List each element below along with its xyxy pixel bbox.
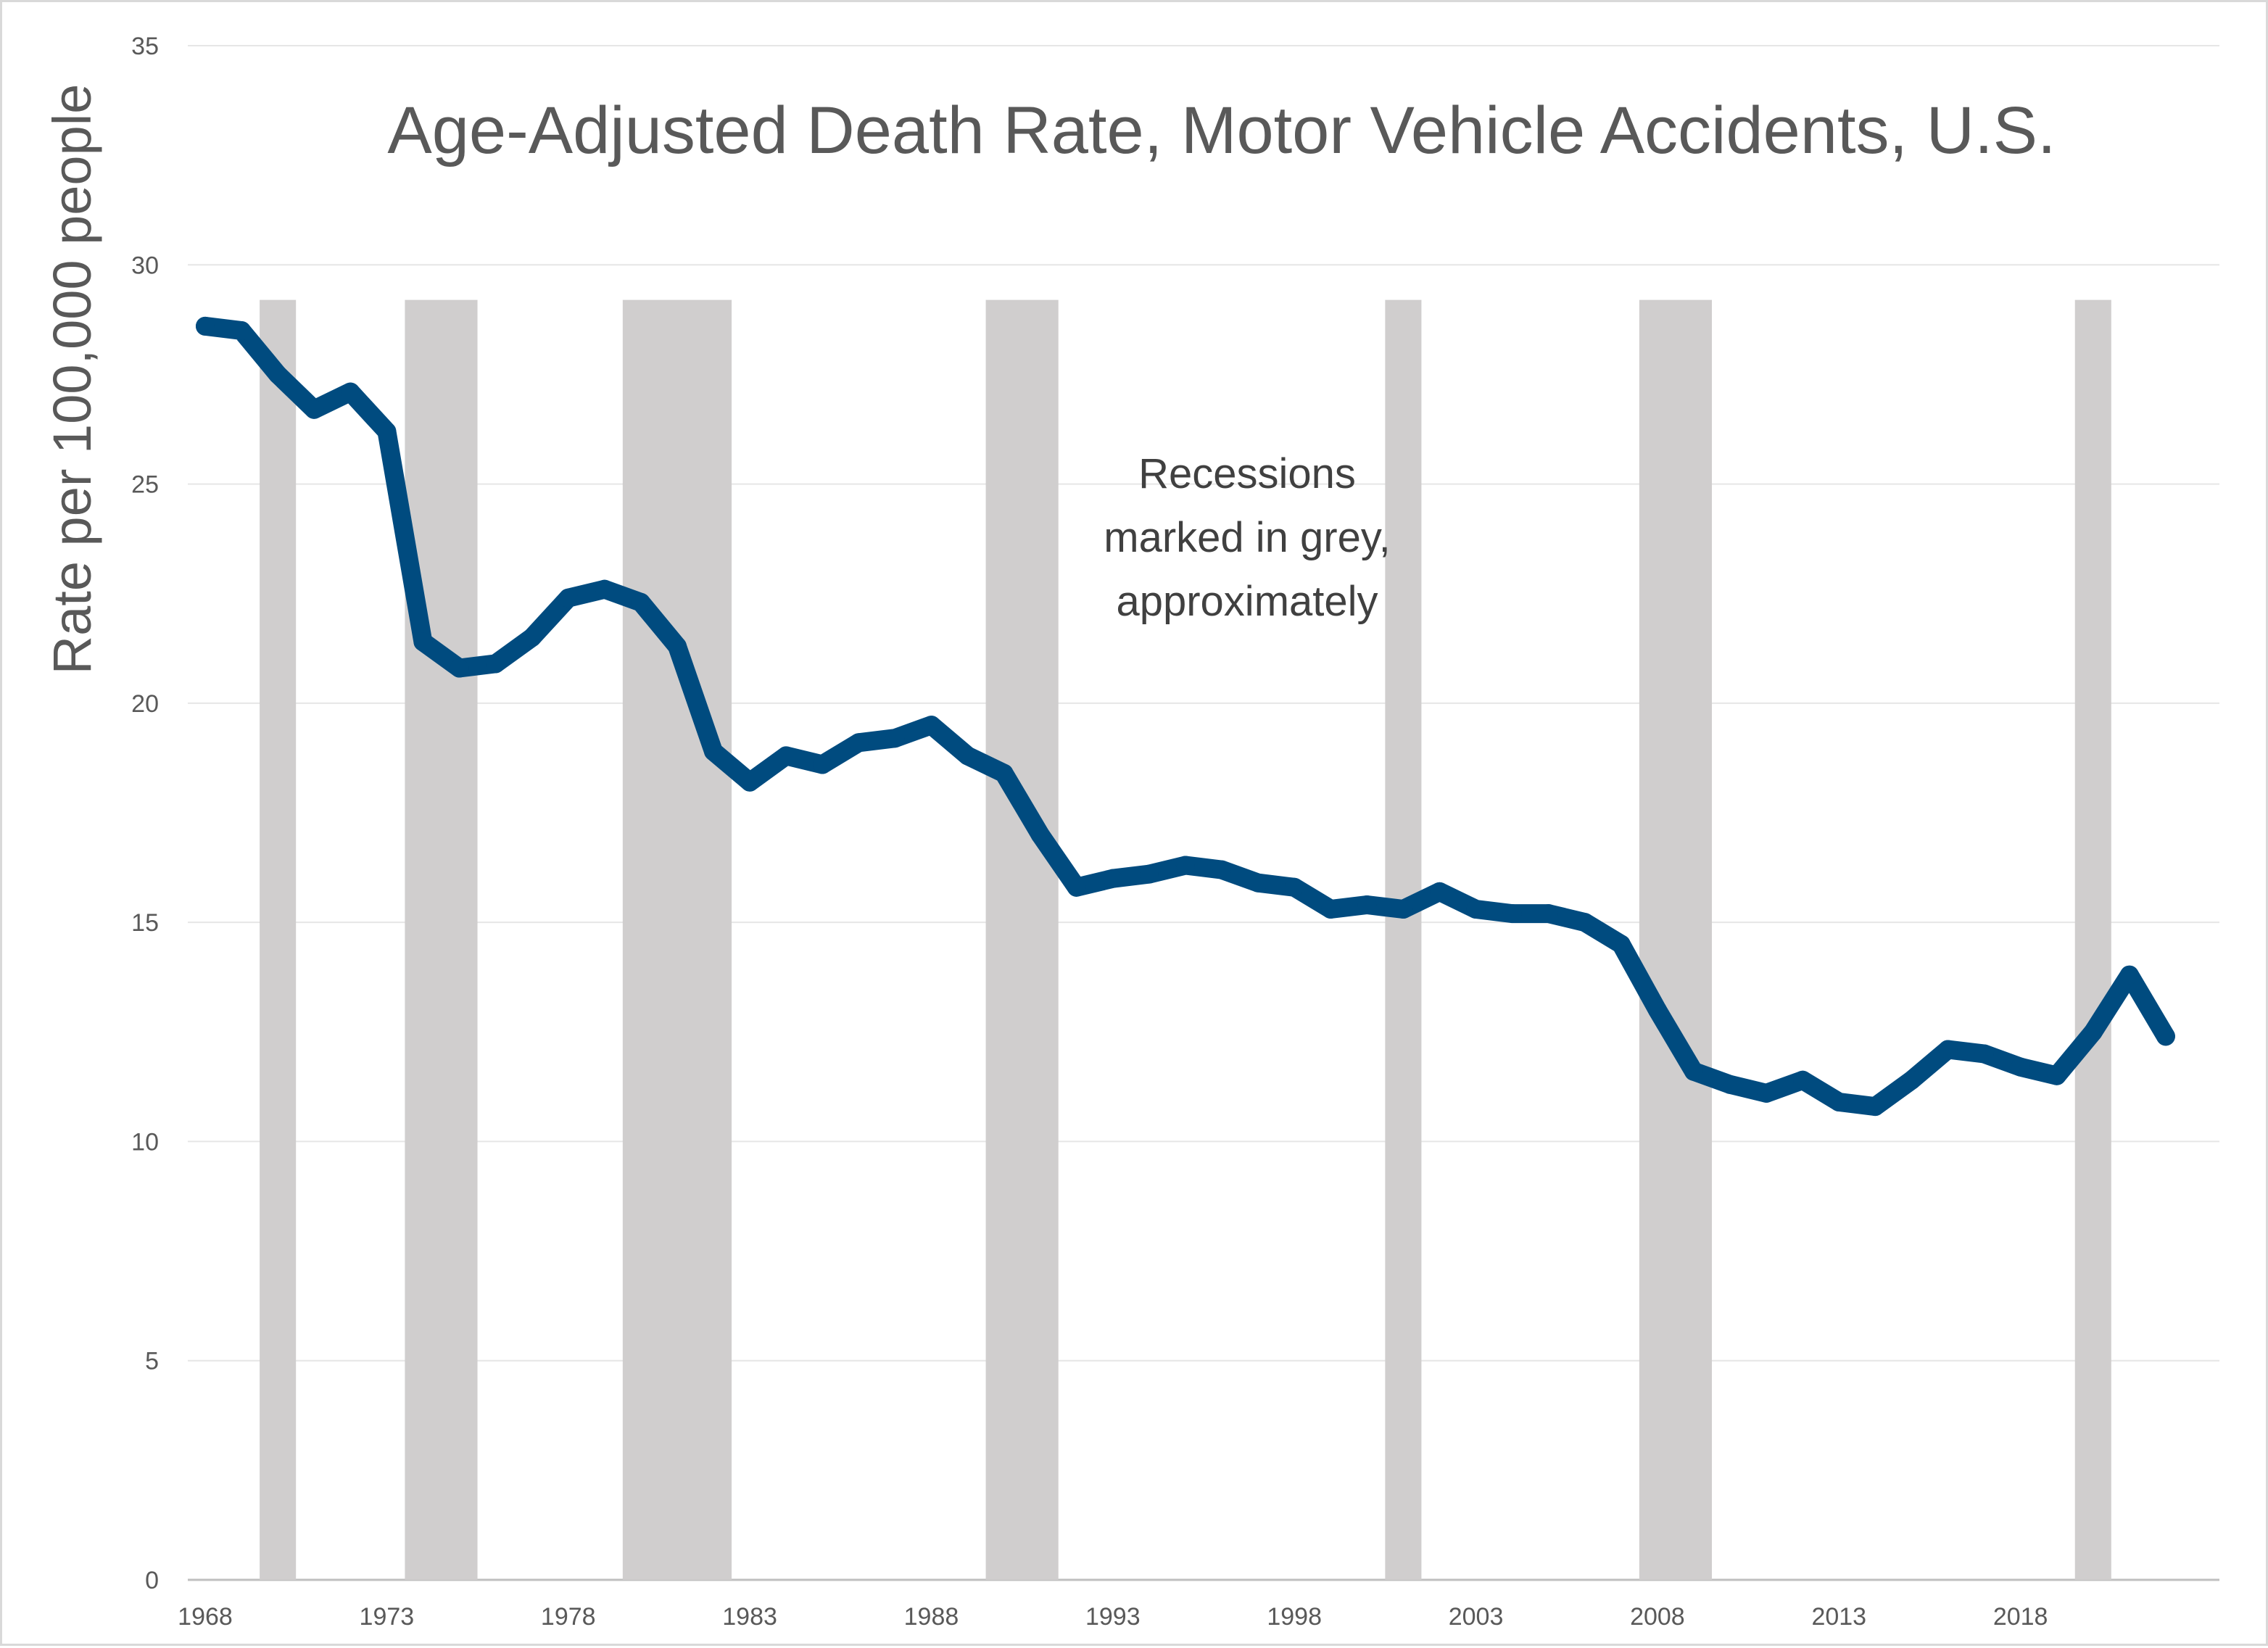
data-point-1990 — [994, 763, 1014, 783]
data-point-1996 — [1212, 860, 1232, 879]
chart-title: Age-Adjusted Death Rate, Motor Vehicle A… — [387, 94, 2056, 167]
recession-band-1 — [260, 299, 297, 1581]
data-point-2004 — [1502, 904, 1522, 924]
x-tick-label-1968: 1968 — [178, 1603, 233, 1631]
data-point-2005 — [1539, 904, 1558, 924]
recession-band-5 — [1385, 299, 1422, 1581]
data-point-1982 — [704, 742, 724, 761]
data-point-2021 — [2119, 965, 2139, 985]
y-axis-title: Rate per 100,000 people — [42, 84, 102, 675]
recession-band-6 — [1639, 299, 1713, 1581]
y-tick-label-10: 10 — [131, 1128, 159, 1156]
data-point-2010 — [1721, 1074, 1740, 1094]
annotation-line-3: approximately — [1116, 578, 1378, 625]
data-point-1984 — [777, 746, 796, 766]
recession-bands — [260, 299, 2111, 1581]
data-point-2008 — [1647, 1001, 1667, 1020]
y-tick-label-35: 35 — [131, 33, 159, 60]
data-point-2011 — [1757, 1083, 1776, 1103]
series-layer — [196, 316, 2175, 1117]
x-tick-label-2018: 2018 — [1993, 1603, 2048, 1631]
gridlines — [188, 45, 2219, 1581]
y-tick-label-25: 25 — [131, 471, 159, 499]
data-point-1968 — [196, 316, 215, 336]
data-point-2020 — [2083, 1022, 2103, 1042]
data-point-1983 — [740, 772, 760, 792]
data-point-1978 — [558, 588, 578, 608]
data-point-1997 — [1249, 873, 1268, 893]
data-point-1987 — [885, 729, 905, 748]
data-point-2015 — [1902, 1070, 1921, 1090]
x-tick-label-1993: 1993 — [1085, 1603, 1141, 1631]
data-point-1973 — [377, 422, 397, 442]
data-point-2019 — [2047, 1066, 2066, 1085]
data-point-1993 — [1103, 869, 1122, 888]
data-point-1977 — [522, 628, 542, 647]
data-point-2001 — [1394, 900, 1413, 919]
data-point-1999 — [1321, 900, 1341, 919]
data-point-2016 — [1938, 1040, 1958, 1059]
data-point-2014 — [1866, 1097, 1885, 1117]
data-point-1974 — [413, 632, 433, 652]
data-point-1986 — [849, 733, 869, 753]
data-point-2012 — [1793, 1070, 1813, 1090]
data-point-2017 — [1974, 1044, 1994, 1064]
y-tick-label-30: 30 — [131, 252, 159, 279]
recession-band-3 — [622, 299, 732, 1581]
x-tick-label-2013: 2013 — [1811, 1603, 1866, 1631]
data-point-1985 — [813, 755, 832, 774]
data-point-1989 — [958, 746, 977, 766]
data-point-1979 — [595, 579, 614, 599]
data-point-1980 — [631, 592, 650, 612]
recession-annotation: Recessions marked in grey, approximately — [1104, 450, 1390, 625]
x-tick-label-2008: 2008 — [1630, 1603, 1685, 1631]
data-point-1991 — [1030, 825, 1050, 845]
x-tick-label-1978: 1978 — [541, 1603, 596, 1631]
data-point-1976 — [486, 654, 505, 674]
data-point-2000 — [1357, 895, 1377, 914]
y-tick-label-15: 15 — [131, 909, 159, 937]
x-tick-label-1983: 1983 — [722, 1603, 777, 1631]
x-tick-labels: 1968 1973 1978 1983 1988 1993 1998 2003 2008 2013… — [178, 1603, 2048, 1631]
recession-band-7 — [2074, 299, 2111, 1581]
data-point-1995 — [1175, 856, 1195, 875]
y-tick-label-20: 20 — [131, 690, 159, 718]
annotation-line-1: Recessions — [1138, 450, 1356, 497]
recession-band-2 — [405, 299, 478, 1581]
data-point-1992 — [1067, 877, 1086, 897]
data-point-1998 — [1285, 877, 1304, 897]
data-point-2009 — [1684, 1061, 1703, 1081]
data-point-1994 — [1139, 864, 1159, 884]
data-point-2007 — [1611, 935, 1631, 954]
data-point-1972 — [341, 382, 360, 402]
data-point-1975 — [450, 658, 469, 678]
recession-band-4 — [985, 299, 1059, 1581]
data-point-2018 — [2011, 1057, 2030, 1077]
y-tick-labels: 0 5 10 15 20 25 30 35 — [131, 33, 159, 1594]
x-tick-label-1988: 1988 — [904, 1603, 959, 1631]
x-tick-label-1998: 1998 — [1267, 1603, 1322, 1631]
y-tick-label-0: 0 — [145, 1567, 159, 1594]
data-point-2022 — [2156, 1027, 2175, 1046]
data-point-2002 — [1430, 882, 1449, 901]
annotation-line-2: marked in grey, — [1104, 514, 1390, 561]
data-point-1971 — [305, 399, 324, 419]
data-point-1988 — [922, 716, 941, 735]
data-point-2006 — [1575, 913, 1594, 932]
x-tick-label-1973: 1973 — [360, 1603, 415, 1631]
data-point-1969 — [232, 320, 252, 340]
y-tick-label-5: 5 — [145, 1348, 159, 1375]
data-point-2013 — [1829, 1093, 1849, 1112]
x-tick-label-2003: 2003 — [1449, 1603, 1504, 1631]
series-line-1 — [196, 316, 2175, 1117]
data-point-2003 — [1466, 900, 1486, 919]
data-point-1981 — [667, 637, 687, 656]
data-point-1970 — [268, 365, 288, 384]
